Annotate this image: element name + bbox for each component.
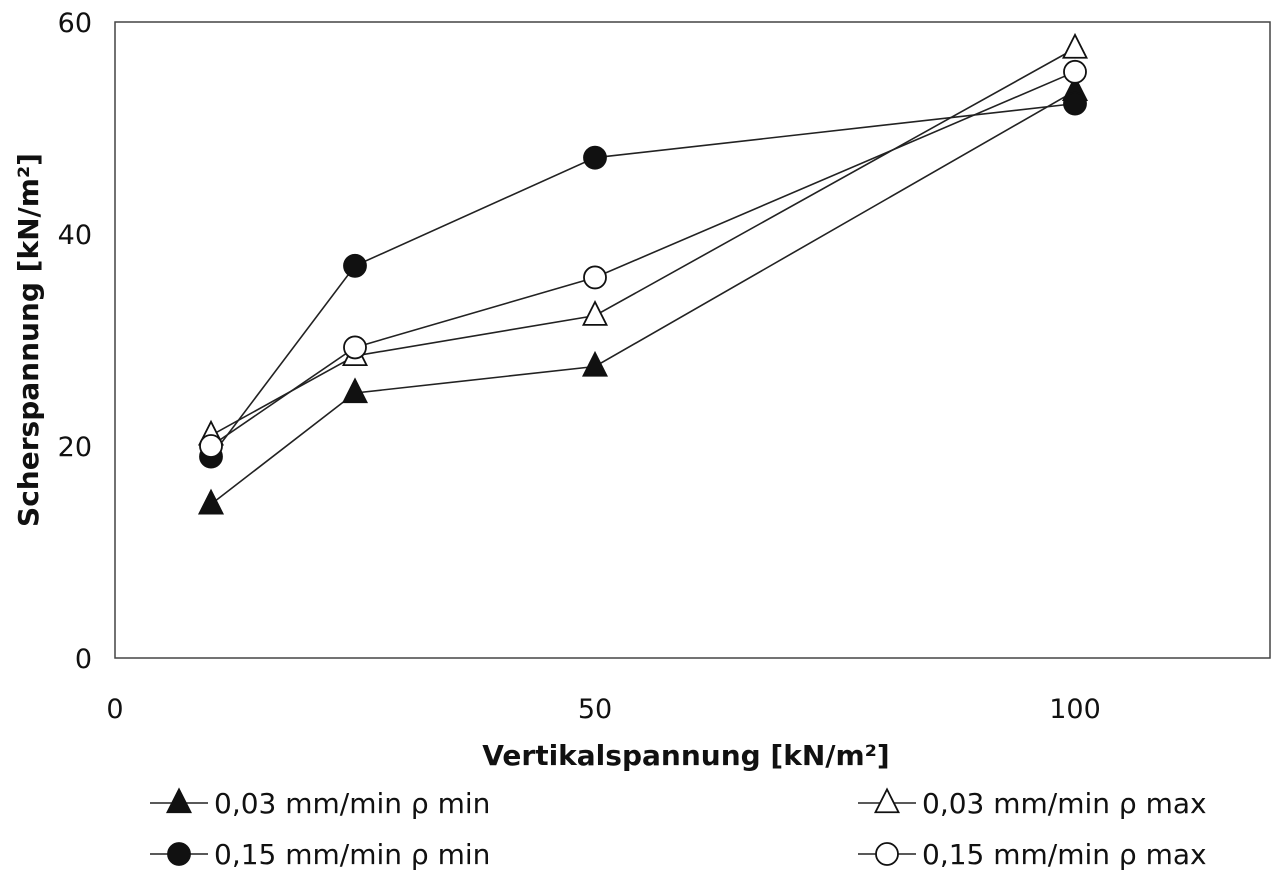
data-point bbox=[581, 350, 609, 377]
legend-label: 0,15 mm/min ρ min bbox=[214, 838, 490, 870]
y-axis-title: Scherspannung [kN/m²] bbox=[12, 153, 45, 527]
x-axis-title: Vertikalspannung [kN/m²] bbox=[482, 739, 889, 772]
y-tick-label: 40 bbox=[58, 220, 92, 251]
y-tick-labels: 0 20 40 60 bbox=[58, 8, 92, 675]
x-tick-label: 50 bbox=[578, 694, 612, 725]
series-line bbox=[210, 47, 1076, 437]
legend-label: 0,03 mm/min ρ min bbox=[214, 787, 490, 820]
data-point bbox=[343, 253, 367, 278]
series-4 bbox=[199, 59, 1087, 458]
series-line bbox=[210, 90, 1076, 505]
series-layer bbox=[197, 32, 1089, 515]
data-point bbox=[583, 265, 607, 290]
y-tick-label: 20 bbox=[58, 432, 92, 463]
y-tick-label: 0 bbox=[75, 644, 92, 675]
data-point bbox=[343, 335, 367, 360]
data-point bbox=[1061, 32, 1089, 59]
x-tick-label: 0 bbox=[106, 694, 123, 725]
legend-item: 0,03 mm/min ρ max bbox=[858, 787, 1207, 820]
data-point bbox=[1063, 59, 1087, 84]
legend-marker bbox=[165, 787, 193, 814]
series-line bbox=[210, 102, 1076, 458]
legend-label: 0,15 mm/min ρ max bbox=[922, 838, 1207, 870]
series-2 bbox=[199, 91, 1087, 469]
legend-item: 0,15 mm/min ρ min bbox=[150, 838, 490, 870]
legend-marker bbox=[167, 842, 191, 866]
legend-marker bbox=[875, 842, 899, 866]
data-point bbox=[341, 377, 369, 404]
x-tick-label: 100 bbox=[1049, 694, 1101, 725]
plot-area-frame bbox=[114, 21, 1271, 659]
data-point bbox=[199, 434, 223, 458]
series-3 bbox=[197, 32, 1089, 446]
x-tick-labels: 0 50 100 bbox=[106, 694, 1100, 725]
legend-item: 0,03 mm/min ρ min bbox=[150, 787, 490, 820]
legend: 0,03 mm/min ρ min 0,15 mm/min ρ min 0,03 m… bbox=[150, 787, 1207, 870]
data-point bbox=[581, 299, 609, 326]
legend-marker bbox=[873, 787, 901, 814]
series-line bbox=[210, 71, 1076, 447]
y-tick-label: 60 bbox=[58, 8, 92, 39]
data-point bbox=[583, 145, 607, 170]
legend-label: 0,03 mm/min ρ max bbox=[922, 787, 1207, 820]
legend-item: 0,15 mm/min ρ max bbox=[858, 838, 1207, 870]
data-point bbox=[1063, 91, 1087, 116]
data-point bbox=[197, 488, 225, 515]
series-1 bbox=[197, 75, 1089, 515]
